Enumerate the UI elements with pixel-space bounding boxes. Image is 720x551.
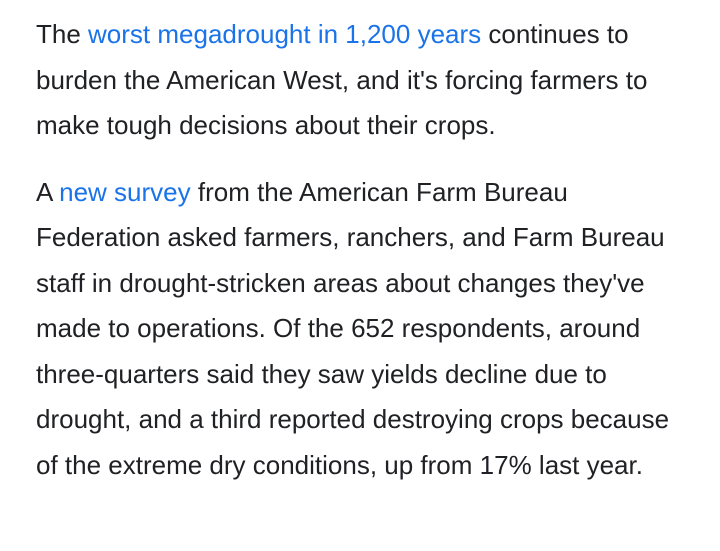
paragraph-1-text-start: The bbox=[36, 19, 89, 49]
megadrought-link[interactable]: worst megadrought in 1,200 years bbox=[88, 19, 482, 49]
paragraph-2-text-end: from the American Farm Bureau Federation… bbox=[36, 176, 670, 480]
article-body: The worst megadrought in 1,200 years con… bbox=[36, 12, 684, 489]
paragraph-2: A new survey from the American Farm Bure… bbox=[36, 170, 684, 489]
new-survey-link[interactable]: new survey bbox=[59, 176, 191, 207]
paragraph-1: The worst megadrought in 1,200 years con… bbox=[36, 12, 684, 149]
paragraph-2-text-start: A bbox=[36, 176, 60, 207]
paragraph-1-text-end: continues to burden the American West, a… bbox=[36, 19, 648, 140]
